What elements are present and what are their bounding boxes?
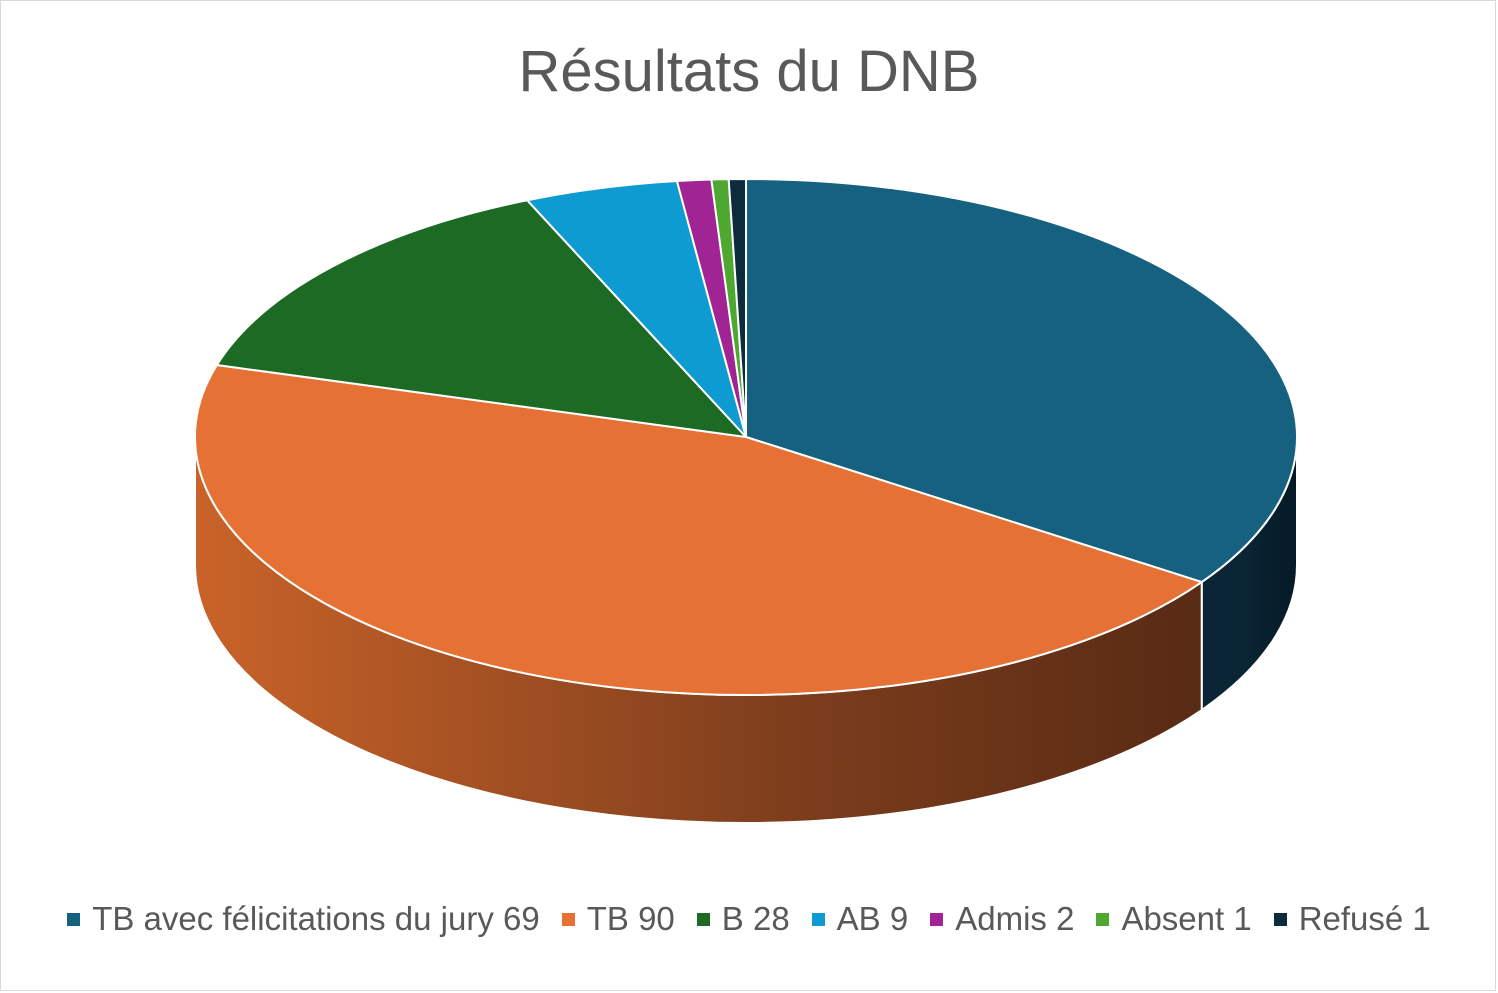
pie-slice-tb-90 — [194, 364, 1203, 696]
legend-item-tb-avec-felicitations-du-jury-69: TB avec félicitations du jury 69 — [67, 900, 540, 938]
legend-item-refuse-1: Refusé 1 — [1273, 900, 1431, 938]
pie-slice-refuse-1 — [727, 178, 747, 438]
legend-label: Absent 1 — [1121, 900, 1252, 937]
legend-label: TB 90 — [586, 900, 675, 937]
pie-top — [194, 178, 1298, 696]
legend-label: Refusé 1 — [1298, 900, 1431, 937]
legend-item-tb-90: TB 90 — [561, 900, 675, 938]
legend-swatch — [67, 912, 81, 926]
legend-swatch — [696, 912, 710, 926]
chart-legend: TB avec félicitations du jury 69 TB 90 B 2… — [0, 900, 1498, 938]
legend-item-b-28: B 28 — [696, 900, 790, 938]
legend-swatch — [1096, 912, 1110, 926]
legend-swatch — [561, 912, 575, 926]
legend-swatch — [930, 912, 944, 926]
legend-swatch — [1273, 912, 1287, 926]
legend-label: Admis 2 — [955, 900, 1075, 937]
legend-swatch — [811, 912, 825, 926]
pie-slice-b-28 — [215, 199, 747, 438]
legend-item-absent-1: Absent 1 — [1096, 900, 1252, 938]
legend-label: TB avec félicitations du jury 69 — [92, 900, 540, 937]
legend-label: B 28 — [721, 900, 790, 937]
legend-label: AB 9 — [836, 900, 909, 937]
legend-item-ab-9: AB 9 — [811, 900, 909, 938]
pie-slice-tb-avec-felicitations-du-jury-69 — [745, 178, 1298, 584]
chart-title: Résultats du DNB — [518, 39, 980, 104]
legend-item-admis-2: Admis 2 — [930, 900, 1074, 938]
